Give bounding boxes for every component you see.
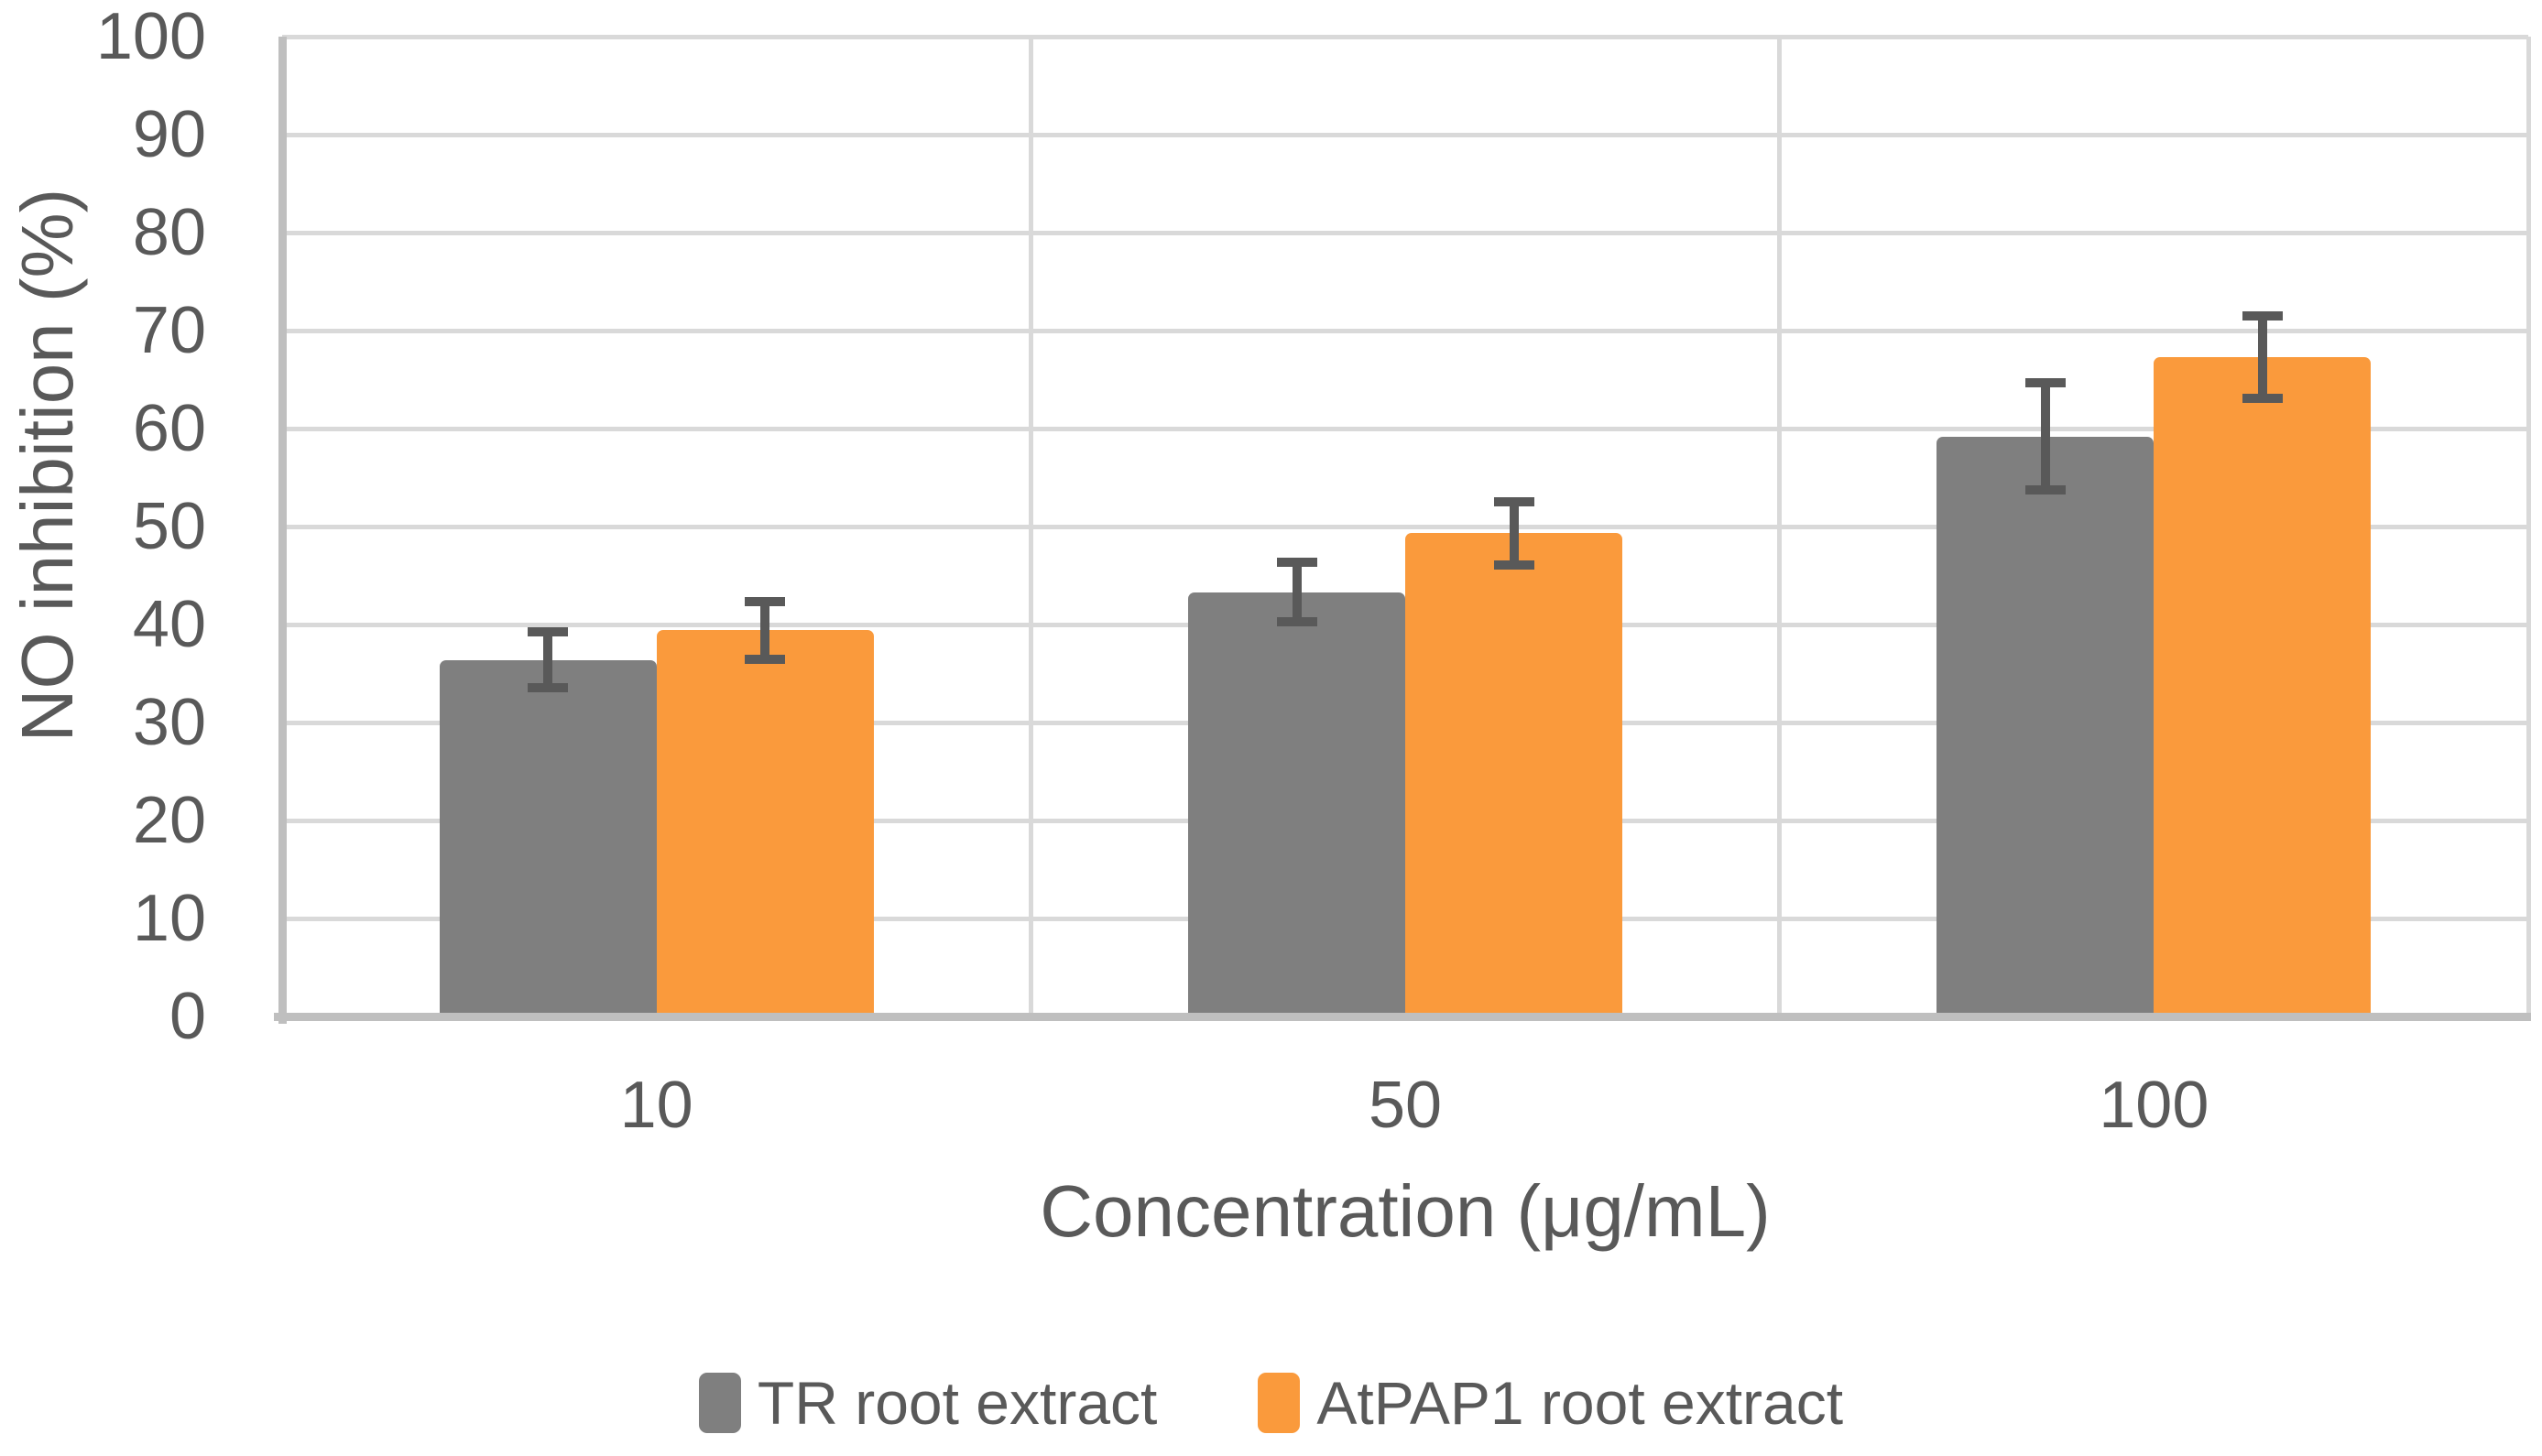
y-tick-label: 50 <box>132 490 206 563</box>
error-bar-cap-bottom <box>745 654 786 664</box>
gridline-horizontal <box>282 524 2528 529</box>
bar-tr-root-extract <box>439 659 657 1016</box>
legend: TR root extract AtPAP1 root extract <box>0 1370 2542 1436</box>
y-axis-line <box>278 37 287 1024</box>
y-tick-label: 40 <box>132 588 206 661</box>
y-tick-label: 90 <box>132 98 206 171</box>
bar-tr-root-extract <box>1188 592 1405 1016</box>
gridline-horizontal <box>282 328 2528 333</box>
error-bar-cap-top <box>2024 378 2066 388</box>
gridline-horizontal <box>282 132 2528 137</box>
error-bar-cap-bottom <box>528 682 569 692</box>
x-tick-label: 50 <box>1368 1069 1443 1142</box>
gridline-horizontal <box>282 230 2528 235</box>
legend-label: TR root extract <box>757 1369 1158 1437</box>
error-bar-cap-top <box>1493 496 1534 506</box>
error-bar-cap-top <box>528 627 569 637</box>
y-tick-label: 20 <box>132 784 206 857</box>
error-bar-line <box>1509 496 1519 570</box>
x-axis-title: Concentration (μg/mL) <box>1040 1170 1771 1252</box>
gridline-vertical <box>1028 37 1033 1016</box>
legend-swatch <box>1258 1373 1301 1433</box>
bar-tr-root-extract <box>1937 436 2155 1016</box>
legend-item: TR root extract <box>698 1369 1158 1437</box>
error-bar-cap-top <box>1276 558 1317 568</box>
legend-swatch <box>698 1373 741 1433</box>
y-tick-label: 0 <box>169 980 206 1053</box>
y-tick-label: 70 <box>132 294 206 367</box>
error-bar-line <box>1292 558 1302 627</box>
legend-label: AtPAP1 root extract <box>1316 1369 1844 1437</box>
bar-atpap1-root-extract <box>2154 356 2372 1016</box>
error-bar-cap-bottom <box>1493 560 1534 570</box>
y-tick-label: 10 <box>132 882 206 955</box>
bar-atpap1-root-extract <box>1405 533 1622 1016</box>
error-bar-cap-top <box>2242 310 2283 321</box>
x-tick-label: 10 <box>619 1069 693 1142</box>
bar-atpap1-root-extract <box>656 630 874 1016</box>
error-bar-line <box>2040 378 2050 494</box>
error-bar-line <box>2257 310 2267 404</box>
y-tick-label: 100 <box>95 0 206 73</box>
error-bar-cap-bottom <box>2242 394 2283 404</box>
error-bar-cap-top <box>745 597 786 607</box>
y-tick-label: 60 <box>132 392 206 465</box>
x-tick-label: 100 <box>2099 1069 2209 1142</box>
plot-area <box>282 34 2531 1016</box>
error-bar-cap-bottom <box>1276 617 1317 627</box>
error-bar-cap-bottom <box>2024 484 2066 494</box>
gridline-horizontal <box>282 426 2528 431</box>
error-bar-line <box>760 597 770 664</box>
x-axis-line <box>274 1013 2531 1021</box>
legend-item: AtPAP1 root extract <box>1258 1370 1843 1436</box>
gridline-vertical <box>1777 37 1783 1016</box>
gridline-horizontal <box>282 34 2528 39</box>
gridline-vertical <box>2526 37 2531 1016</box>
y-tick-label: 80 <box>132 196 206 269</box>
y-tick-label: 30 <box>132 686 206 759</box>
error-bar-line <box>543 627 553 692</box>
